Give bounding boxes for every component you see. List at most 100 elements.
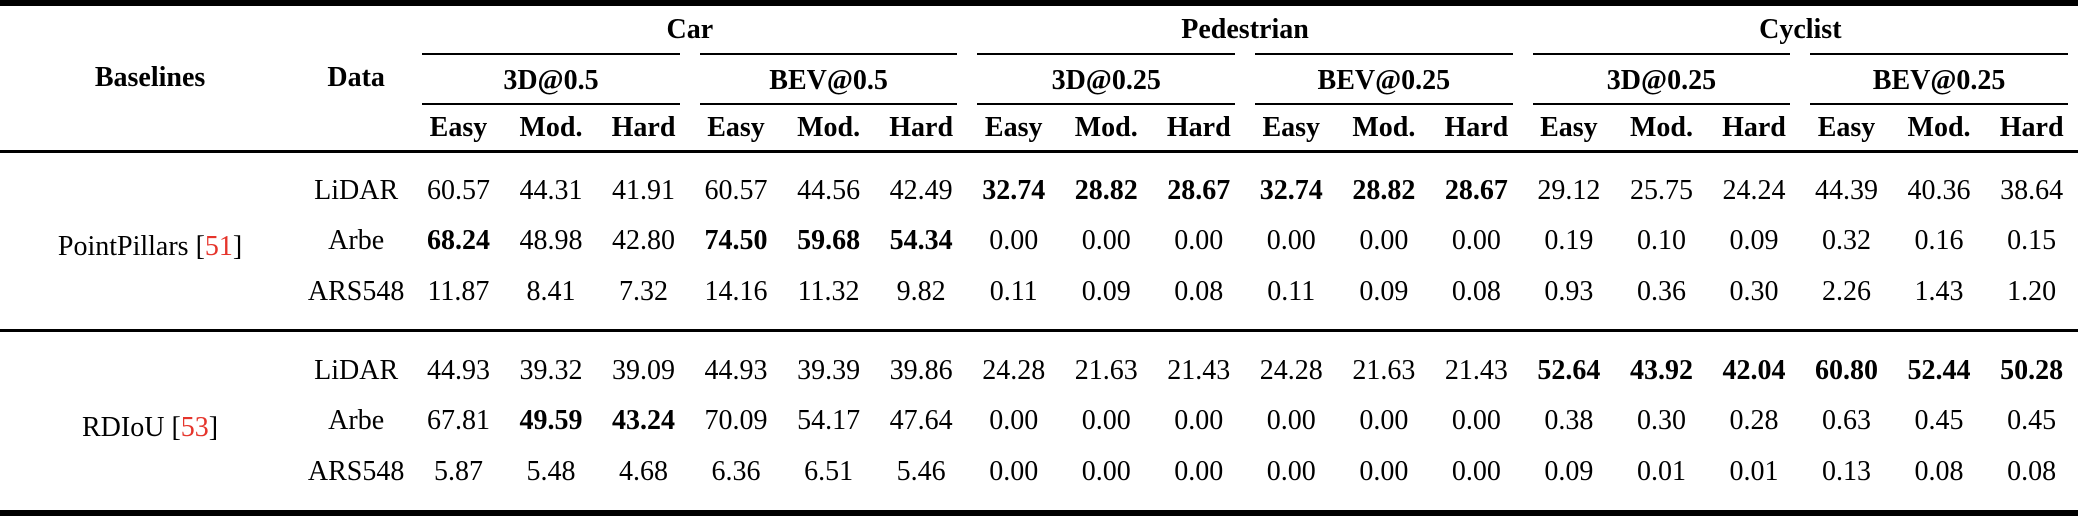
- difficulty-header: Easy: [1817, 111, 1876, 143]
- value-cell: 7.32: [619, 275, 668, 307]
- value-cell: 28.82: [1074, 175, 1138, 207]
- value-cell: 0.30: [1636, 405, 1686, 437]
- value-cell: 4.68: [619, 455, 668, 487]
- value-cell: 32.74: [1259, 175, 1323, 207]
- value-cell: 28.82: [1352, 175, 1416, 207]
- value-cell: 28.67: [1444, 175, 1508, 207]
- value-cell: 21.63: [1352, 355, 1416, 387]
- value-cell: 60.80: [1815, 355, 1878, 387]
- value-cell: 0.00: [1174, 225, 1224, 257]
- difficulty-header: Hard: [1722, 111, 1786, 143]
- data-column-header: Data: [327, 62, 385, 94]
- value-cell: 0.45: [2007, 405, 2057, 437]
- value-cell: 8.41: [526, 275, 576, 307]
- value-cell: 42.80: [612, 225, 675, 257]
- value-cell: 74.50: [704, 225, 768, 257]
- value-cell: 0.08: [1914, 455, 1964, 487]
- difficulty-header: Mod.: [519, 111, 583, 143]
- baseline-section-1: RDIoU [53] LiDAR 44.93 39.32 39.09 44.93 39.39…: [0, 330, 2078, 513]
- value-cell: 24.28: [1259, 355, 1323, 387]
- difficulty-header: Easy: [1540, 111, 1598, 143]
- difficulty-header: Mod.: [797, 111, 861, 143]
- header-row-metrics: 3D@0.5 BEV@0.5 3D@0.25 BEV@0.25 3D@0.25 …: [0, 53, 2078, 105]
- difficulty-header: Hard: [1444, 111, 1509, 143]
- value-cell: 52.44: [1907, 355, 1971, 387]
- value-cell: 21.43: [1167, 355, 1231, 387]
- baselines-column-header: Baselines: [94, 62, 206, 94]
- value-cell: 11.32: [797, 275, 860, 307]
- value-cell: 2.26: [1822, 275, 1871, 307]
- baseline-section-0: PointPillars [51] LiDAR 60.57 44.31 41.91 60.…: [0, 151, 2078, 331]
- value-cell: 42.04: [1722, 355, 1786, 387]
- value-cell: 44.93: [704, 355, 768, 387]
- value-cell: 68.24: [426, 225, 490, 257]
- difficulty-header: Easy: [1262, 111, 1321, 143]
- value-cell: 0.00: [1451, 405, 1501, 437]
- value-cell: 48.98: [519, 225, 583, 257]
- difficulty-header: Hard: [1999, 111, 2064, 143]
- value-cell: 38.64: [2000, 175, 2064, 207]
- value-cell: 47.64: [889, 405, 953, 437]
- value-cell: 44.39: [1815, 175, 1878, 207]
- value-cell: 0.63: [1822, 405, 1871, 437]
- baseline-name: RDIoU: [82, 411, 165, 443]
- difficulty-header: Easy: [707, 111, 765, 143]
- value-cell: 9.82: [896, 275, 946, 307]
- value-cell: 5.46: [896, 455, 946, 487]
- citation-link[interactable]: 51: [204, 231, 233, 263]
- value-cell: 11.87: [427, 275, 490, 307]
- value-cell: 0.08: [1451, 275, 1501, 307]
- value-cell: 54.34: [889, 225, 953, 257]
- difficulty-header: Mod.: [1907, 111, 1971, 143]
- value-cell: 0.36: [1636, 275, 1686, 307]
- table-header: Baselines Data Car Pedestrian Cyclist 3D…: [0, 3, 2078, 151]
- value-cell: 0.00: [1081, 405, 1131, 437]
- value-cell: 0.32: [1822, 225, 1871, 257]
- citation-bracket-close: ]: [208, 411, 219, 443]
- value-cell: 44.56: [797, 175, 861, 207]
- category-header-pedestrian: Pedestrian: [1181, 14, 1309, 45]
- value-cell: 0.01: [1729, 455, 1779, 487]
- metric-header-pedestrian-3d: 3D@0.25: [977, 53, 1236, 105]
- value-cell: 0.00: [1266, 405, 1316, 437]
- value-cell: 40.36: [1907, 175, 1971, 207]
- value-cell: 41.91: [612, 175, 675, 207]
- value-cell: 0.00: [989, 225, 1039, 257]
- value-cell: 52.64: [1537, 355, 1601, 387]
- value-cell: 1.43: [1914, 275, 1964, 307]
- difficulty-header: Hard: [889, 111, 954, 143]
- value-cell: 0.10: [1636, 225, 1686, 257]
- value-cell: 44.93: [426, 355, 490, 387]
- difficulty-header: Mod.: [1629, 111, 1693, 143]
- data-source-label: Arbe: [328, 225, 385, 257]
- value-cell: 0.00: [989, 405, 1039, 437]
- value-cell: 0.00: [1359, 455, 1409, 487]
- data-source-label: Arbe: [328, 405, 385, 437]
- value-cell: 0.00: [1451, 455, 1501, 487]
- category-header-cyclist: Cyclist: [1759, 14, 1842, 45]
- value-cell: 5.48: [526, 455, 576, 487]
- value-cell: 0.08: [1174, 275, 1224, 307]
- value-cell: 59.68: [797, 225, 861, 257]
- value-cell: 32.74: [982, 175, 1046, 207]
- value-cell: 0.00: [1081, 455, 1131, 487]
- value-cell: 24.28: [982, 355, 1046, 387]
- value-cell: 60.57: [426, 175, 490, 207]
- data-source-label: ARS548: [307, 455, 405, 487]
- value-cell: 0.00: [1174, 455, 1224, 487]
- metric-header-car-bev: BEV@0.5: [699, 53, 958, 105]
- value-cell: 0.00: [1266, 455, 1316, 487]
- value-cell: 0.15: [2007, 225, 2057, 257]
- value-cell: 39.32: [519, 355, 583, 387]
- value-cell: 6.36: [711, 455, 761, 487]
- value-cell: 39.86: [889, 355, 953, 387]
- value-cell: 21.43: [1444, 355, 1508, 387]
- citation-link[interactable]: 53: [180, 411, 209, 443]
- data-source-label: ARS548: [307, 275, 405, 307]
- value-cell: 5.87: [433, 455, 483, 487]
- value-cell: 0.93: [1544, 275, 1594, 307]
- value-cell: 0.30: [1729, 275, 1779, 307]
- value-cell: 0.28: [1729, 405, 1779, 437]
- value-cell: 0.09: [1544, 455, 1594, 487]
